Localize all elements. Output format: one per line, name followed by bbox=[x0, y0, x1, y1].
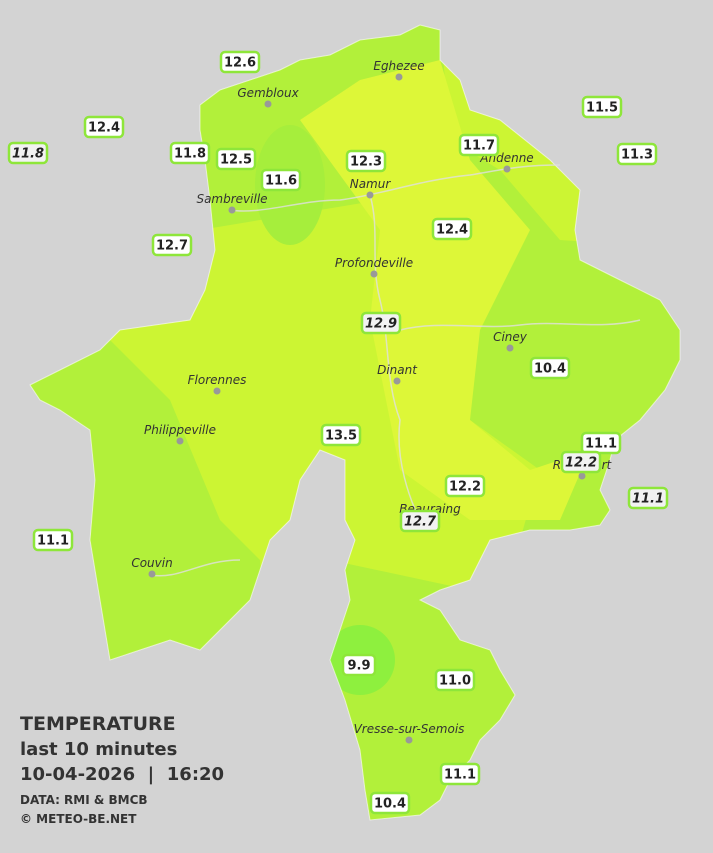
station-box bbox=[219, 50, 261, 74]
station-box bbox=[439, 762, 481, 786]
station-value: 11.1 bbox=[444, 768, 476, 783]
city-label: Dinant bbox=[377, 363, 418, 377]
city-dot bbox=[148, 570, 156, 578]
station-box bbox=[83, 115, 125, 139]
city-label: Gembloux bbox=[237, 86, 299, 100]
station-value: 11.1 bbox=[632, 492, 664, 507]
city-label: Eghezee bbox=[373, 59, 424, 73]
station-value: 12.7 bbox=[404, 515, 437, 530]
station-value: 11.1 bbox=[37, 534, 69, 549]
station-box bbox=[431, 217, 473, 241]
station-value: 12.7 bbox=[156, 239, 188, 254]
station-value: 11.8 bbox=[12, 147, 44, 162]
city-dot bbox=[503, 165, 511, 173]
city-dot bbox=[176, 437, 184, 445]
station-box bbox=[560, 450, 602, 474]
station-box bbox=[215, 147, 257, 171]
station-value: 10.4 bbox=[374, 797, 406, 812]
station-box bbox=[399, 509, 441, 533]
city-label: Ciney bbox=[493, 330, 528, 344]
station-box bbox=[151, 233, 193, 257]
legend-title: TEMPERATURE bbox=[20, 713, 176, 735]
station-box bbox=[341, 653, 377, 677]
city-dot bbox=[393, 377, 401, 385]
city-dot bbox=[264, 100, 272, 108]
station-box bbox=[7, 141, 49, 165]
station-box bbox=[32, 528, 74, 552]
station-box bbox=[458, 133, 500, 157]
station-value: 11.5 bbox=[586, 101, 618, 116]
station-value: 12.5 bbox=[220, 153, 252, 168]
legend-subtitle: last 10 minutes bbox=[20, 739, 177, 760]
station-box bbox=[580, 431, 622, 455]
city-label: Philippeville bbox=[144, 423, 216, 437]
station-value: 12.4 bbox=[436, 223, 468, 238]
station-value: 12.4 bbox=[88, 121, 120, 136]
station-value: 12.9 bbox=[365, 317, 397, 332]
city-dot bbox=[366, 191, 374, 199]
city-label: Couvin bbox=[131, 556, 172, 570]
station-value: 11.6 bbox=[265, 174, 297, 189]
station-box bbox=[627, 486, 669, 510]
station-box bbox=[434, 668, 476, 692]
station-box bbox=[529, 356, 571, 380]
city-label: Profondeville bbox=[335, 256, 413, 270]
station-box bbox=[260, 168, 302, 192]
station-value: 13.5 bbox=[325, 429, 357, 444]
station-value: 12.2 bbox=[449, 480, 481, 495]
station-value: 11.0 bbox=[439, 674, 471, 689]
station-box bbox=[444, 474, 486, 498]
city-label: Vresse-sur-Semois bbox=[354, 722, 465, 736]
station-value: 11.3 bbox=[621, 148, 653, 163]
station-value: 12.6 bbox=[224, 56, 256, 71]
city-label: Florennes bbox=[188, 373, 247, 387]
station-box bbox=[369, 791, 411, 815]
station-value: 12.2 bbox=[565, 456, 597, 471]
station-box bbox=[169, 141, 211, 165]
station-box bbox=[320, 423, 362, 447]
city-dot bbox=[213, 387, 221, 395]
city-dot bbox=[370, 270, 378, 278]
station-value: 11.8 bbox=[174, 147, 206, 162]
station-box bbox=[360, 311, 402, 335]
station-value: 9.9 bbox=[347, 659, 370, 674]
station-box bbox=[345, 149, 387, 173]
legend-source: DATA: RMI & BMCB bbox=[20, 793, 148, 807]
city-dot bbox=[228, 206, 236, 214]
station-box bbox=[581, 95, 623, 119]
city-dot bbox=[578, 472, 586, 480]
city-label: Namur bbox=[350, 177, 392, 191]
city-dot bbox=[506, 344, 514, 352]
station-value: 11.1 bbox=[585, 437, 617, 452]
station-value: 10.4 bbox=[534, 362, 566, 377]
legend-datetime: 10-04-2026 | 16:20 bbox=[20, 764, 224, 785]
legend-copyright: © METEO-BE.NET bbox=[20, 812, 137, 826]
station-value: 12.3 bbox=[350, 155, 382, 170]
city-label: Sambreville bbox=[196, 192, 267, 206]
city-dot bbox=[395, 73, 403, 81]
city-dot bbox=[405, 736, 413, 744]
station-value: 11.7 bbox=[463, 139, 495, 154]
station-box bbox=[616, 142, 658, 166]
